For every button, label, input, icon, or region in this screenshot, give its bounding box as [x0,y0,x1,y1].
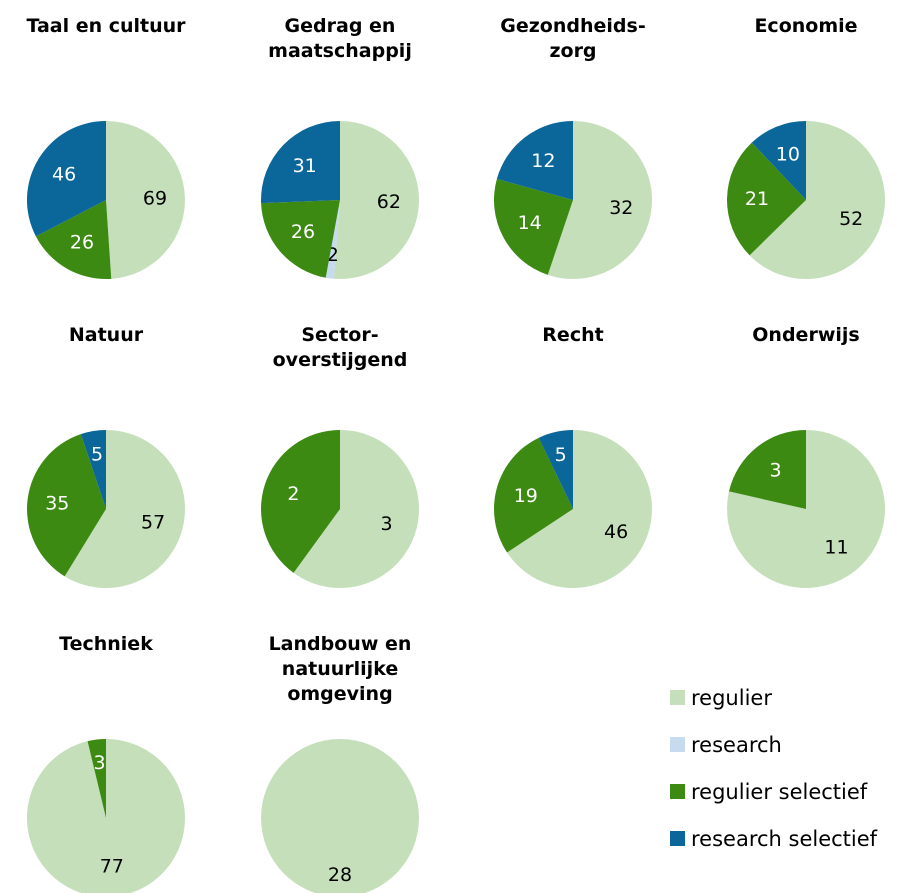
slice-label: 57 [141,511,165,533]
slice-research-selectief [496,121,573,200]
pie-title: Onderwijs [752,324,859,346]
pie-landbouw-en-natuurlijke-omgeving: Landbouw en natuurlijke omgeving 28 [261,633,419,893]
slice-label: 52 [839,208,863,230]
slice-label: 5 [555,444,567,466]
slice-research-selectief [538,429,573,509]
legend-swatch [670,690,685,705]
legend-label: regulier selectief [691,780,868,804]
slice-label: 3 [93,752,105,774]
slice-label: 77 [100,856,124,878]
slice-label: 31 [293,155,317,177]
pie-title: Taal en cultuur [26,15,186,37]
slice-label: 5 [91,443,103,465]
slice-research-selectief [80,430,106,509]
slice-label: 69 [143,187,167,209]
pie-onderwijs: Onderwijs 11 3 [726,324,885,588]
slice-regulier-selectief [494,178,573,275]
pie-sector-overstijgend: Sector-overstijgend 3 2 [260,324,419,588]
slice-regulier-selectief [87,739,106,818]
legend-swatch [670,737,685,752]
slice-label: 2 [287,483,299,505]
slice-regulier-selectief [728,430,806,509]
slice-label: 26 [70,232,94,254]
pie-title: Sector-overstijgend [273,324,408,371]
slice-label: 26 [291,221,315,243]
slice-label: 3 [381,513,393,535]
pie-taal-en-cultuur: Taal en cultuur 69 26 46 [26,15,186,279]
legend-label: regulier [691,686,772,710]
slice-regulier [106,121,185,279]
slice-regulier [726,430,885,588]
slice-regulier-selectief [35,200,112,279]
slice-regulier-selectief [493,437,573,553]
slice-regulier-selectief [260,430,340,573]
slice-regulier-selectief [261,200,340,278]
slice-regulier [333,121,420,279]
slice-label: 3 [769,460,781,482]
slice-label: 10 [776,144,800,166]
slice-research-selectief [751,121,806,200]
legend: regulier research regulier selectief resear… [670,686,878,851]
slice-research-selectief [260,121,340,204]
slice-label: 19 [514,485,538,507]
slice-label: 46 [604,521,628,543]
pie-title: Economie [754,15,857,37]
slice-label: 46 [52,164,76,186]
slice-label: 12 [531,150,555,172]
slice-label: 35 [45,493,69,515]
legend-label: research selectief [691,827,878,851]
pie-title: Gedrag en maatschappij [268,15,412,62]
pie-economie: Economie 52 21 10 [727,15,885,279]
slice-label: 11 [824,536,848,558]
slice-label: 28 [328,864,352,886]
pie-natuur: Natuur 57 35 5 [26,324,185,588]
slice-regulier [547,120,653,279]
pie-title: Techniek [59,633,153,655]
pie-title: Recht [542,324,603,346]
slice-label: 32 [609,197,633,219]
pie-gezondheids-zorg: Gezondheids-zorg 32 14 12 [494,15,653,279]
slice-label: 21 [745,188,769,210]
slice-research [325,200,340,279]
legend-swatch [670,831,685,846]
slice-label: 62 [377,191,401,213]
pie-title: Gezondheids-zorg [500,15,645,62]
legend-swatch [670,784,685,799]
slice-label: 14 [518,212,542,234]
slice-regulier [507,430,653,588]
pie-title: Natuur [69,324,144,346]
pie-title: Landbouw en natuurlijke omgeving [269,633,412,705]
legend-label: research [691,733,782,757]
slice-regulier-selectief [727,142,806,256]
slice-research-selectief [26,121,107,237]
slice-regulier [64,430,185,588]
slice-regulier [261,739,419,893]
slice-regulier [749,121,885,279]
pie-techniek: Techniek 77 3 [27,633,185,893]
slice-regulier-selectief [26,434,106,577]
pie-recht: Recht 46 19 5 [493,324,653,588]
slice-regulier [293,430,419,588]
slice-regulier [27,739,185,893]
